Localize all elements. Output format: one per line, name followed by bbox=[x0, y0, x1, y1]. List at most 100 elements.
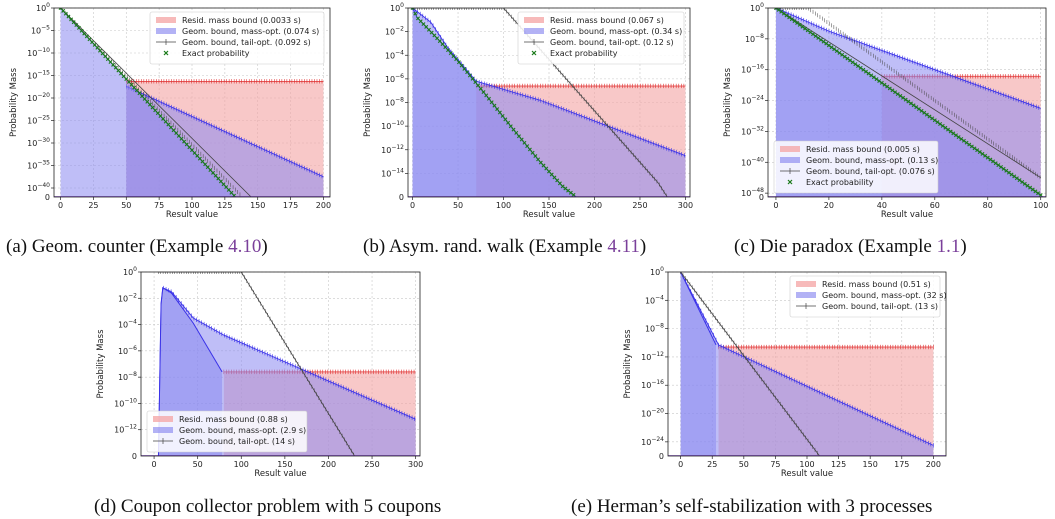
exact-markers bbox=[58, 8, 237, 197]
chart-d: 0 50 100 150 200 250 300 100 10−2 10−4 10−6 10−8 10−… bbox=[96, 266, 423, 479]
legend-swatch-resid bbox=[153, 416, 173, 422]
exact-marker bbox=[200, 159, 205, 164]
legend-label: Geom. bound, tail-opt. (0.092 s) bbox=[182, 38, 311, 47]
chart-c: 0 20 40 60 80 100 100 10−8 10−16 10−24 10−32 10−40 1… bbox=[723, 2, 1048, 220]
exact-marker bbox=[837, 50, 842, 55]
y-tick-label: 10−2 bbox=[385, 26, 404, 37]
exact-marker bbox=[824, 41, 829, 46]
caption-a: (a) Geom. counter (Example 4.10) bbox=[6, 236, 268, 257]
exact-marker bbox=[82, 31, 87, 36]
exact-marker bbox=[821, 39, 826, 44]
exact-marker bbox=[1001, 166, 1006, 171]
exact-marker bbox=[552, 175, 557, 180]
mass-opt-markers bbox=[775, 8, 1040, 110]
exact-marker bbox=[842, 54, 847, 59]
legend-label: Resid. mass bound (0.0033 s) bbox=[182, 16, 301, 25]
exact-marker bbox=[538, 160, 543, 165]
x-tick-label: 60 bbox=[930, 201, 940, 210]
captions: (a) Geom. counter (Example 4.10) (b) Asy… bbox=[6, 236, 967, 517]
exact-marker bbox=[516, 134, 521, 139]
exact-marker bbox=[879, 80, 884, 85]
exact-marker bbox=[221, 182, 226, 187]
exact-marker bbox=[964, 140, 969, 145]
exact-marker bbox=[991, 159, 996, 164]
exact-marker bbox=[927, 114, 932, 119]
x-tick-label: 75 bbox=[770, 460, 780, 469]
legend-label: Resid. mass bound (0.51 s) bbox=[822, 280, 931, 289]
exact-marker bbox=[946, 127, 951, 132]
exact-marker bbox=[495, 107, 500, 112]
legend-label: Geom. bound, tail-opt. (13 s) bbox=[822, 302, 938, 311]
exact-marker bbox=[87, 37, 92, 42]
exact-marker bbox=[76, 25, 81, 30]
exact-marker bbox=[90, 40, 95, 45]
exact-marker bbox=[416, 16, 420, 21]
exact-marker bbox=[895, 92, 900, 97]
y-tick-label: 10−40 bbox=[27, 182, 50, 193]
exact-marker bbox=[486, 96, 491, 101]
exact-marker bbox=[66, 14, 71, 19]
caption-d: (d) Coupon collector problem with 5 coup… bbox=[94, 496, 441, 517]
exact-marker bbox=[1038, 193, 1043, 197]
exact-marker bbox=[1030, 187, 1035, 192]
exact-marker bbox=[511, 127, 516, 132]
exact-marker bbox=[473, 80, 478, 85]
exact-marker bbox=[506, 120, 511, 125]
plot-area bbox=[408, 8, 690, 197]
legend: Resid. mass bound (0.51 s) Geom. bound, m… bbox=[789, 275, 947, 318]
exact-marker bbox=[437, 39, 442, 44]
exact-marker bbox=[519, 137, 524, 142]
x-tick-label: 50 bbox=[193, 460, 203, 469]
exact-marker bbox=[906, 99, 911, 104]
exact-marker bbox=[530, 150, 535, 155]
legend-label: Geom. bound, mass-opt. (0.34 s) bbox=[550, 27, 682, 36]
exact-marker bbox=[98, 48, 102, 53]
exact-marker bbox=[126, 79, 131, 84]
x-tick-label: 100 bbox=[1033, 201, 1048, 210]
exact-marker bbox=[916, 107, 921, 112]
exact-marker bbox=[527, 147, 532, 152]
legend-label: Resid. mass bound (0.005 s) bbox=[806, 145, 920, 154]
exact-marker bbox=[145, 99, 150, 104]
x-axis-label: Result value bbox=[781, 469, 833, 479]
exact-marker bbox=[993, 161, 998, 166]
x-tick-label: 200 bbox=[316, 201, 331, 210]
exact-marker bbox=[826, 43, 831, 48]
exact-marker bbox=[1017, 178, 1022, 183]
caption-b: (b) Asym. rand. walk (Example 4.11) bbox=[363, 236, 646, 257]
x-axis-label: Result value bbox=[881, 210, 933, 220]
y-tick-label: 10−14 bbox=[381, 167, 404, 178]
ticks: 0 25 50 75 100 125 150 175 200 100 10−5 10−10 10−15 1… bbox=[27, 2, 331, 210]
y-tick-label: 10−2 bbox=[118, 292, 137, 303]
plot-area bbox=[54, 8, 330, 197]
legend-label: Geom. bound, tail-opt. (0.12 s) bbox=[550, 38, 674, 47]
x-tick-label: 0 bbox=[58, 201, 63, 210]
y-tick-label-zero: 0 bbox=[399, 193, 404, 202]
mass-opt-markers bbox=[158, 285, 415, 456]
exact-marker bbox=[800, 24, 805, 29]
y-tick-label: 10−4 bbox=[118, 319, 137, 330]
exact-marker bbox=[869, 73, 874, 78]
exact-marker bbox=[435, 36, 440, 41]
legend: Resid. mass bound (0.0033 s) Geom. bound,… bbox=[149, 11, 325, 65]
exact-marker bbox=[492, 103, 497, 108]
exact-marker bbox=[440, 42, 445, 47]
exact-marker bbox=[182, 139, 187, 144]
tail-opt-markers bbox=[680, 272, 818, 455]
y-axis-label: Probability Mass bbox=[9, 67, 19, 137]
exact-marker bbox=[79, 28, 84, 33]
exact-marker bbox=[541, 163, 546, 168]
exact-marker bbox=[898, 93, 903, 98]
exact-marker bbox=[119, 71, 124, 76]
exact-marker bbox=[956, 135, 961, 140]
y-tick-label: 10−10 bbox=[381, 120, 404, 131]
exact-marker bbox=[168, 125, 173, 130]
x-tick-label: 0 bbox=[410, 201, 415, 210]
exact-marker bbox=[935, 120, 940, 125]
legend-swatch-mass bbox=[524, 28, 544, 34]
exact-marker bbox=[224, 185, 229, 190]
exact-marker bbox=[111, 62, 116, 67]
exact-marker bbox=[961, 138, 966, 143]
exact-marker bbox=[983, 153, 988, 158]
legend-swatch-resid bbox=[796, 281, 816, 287]
